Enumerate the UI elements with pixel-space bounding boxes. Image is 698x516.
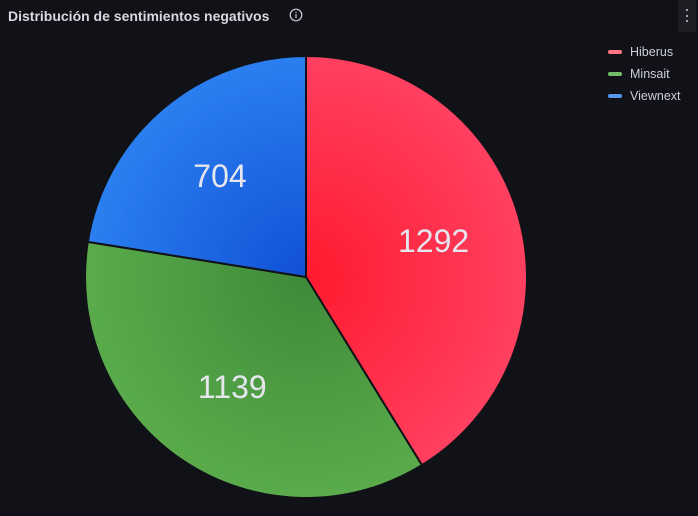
slice-value-label: 1292 bbox=[398, 223, 469, 259]
info-circle-icon[interactable] bbox=[289, 8, 303, 22]
pie-slice-minsait[interactable] bbox=[84, 240, 423, 499]
panel-title: Distribución de sentimientos negativos bbox=[8, 8, 270, 24]
legend-swatch bbox=[608, 50, 622, 54]
panel-header: Distribución de sentimientos negativos bbox=[0, 0, 698, 32]
legend-label: Minsait bbox=[630, 67, 670, 81]
legend-swatch bbox=[608, 94, 622, 98]
slice-value-label: 1139 bbox=[198, 369, 267, 405]
panel-menu-button[interactable] bbox=[678, 0, 696, 32]
legend-item-hiberus[interactable]: Hiberus bbox=[606, 41, 681, 63]
legend-item-viewnext[interactable]: Viewnext bbox=[606, 85, 681, 107]
legend-label: Viewnext bbox=[630, 89, 681, 103]
legend-swatch bbox=[608, 72, 622, 76]
legend-label: Hiberus bbox=[630, 45, 674, 59]
pie-slice-hiberus[interactable] bbox=[305, 55, 528, 467]
chart-legend: Hiberus Minsait Viewnext bbox=[606, 41, 681, 107]
legend-item-minsait[interactable]: Minsait bbox=[606, 63, 681, 85]
pie-slice-viewnext[interactable] bbox=[86, 55, 307, 278]
slice-value-label: 704 bbox=[193, 158, 246, 194]
